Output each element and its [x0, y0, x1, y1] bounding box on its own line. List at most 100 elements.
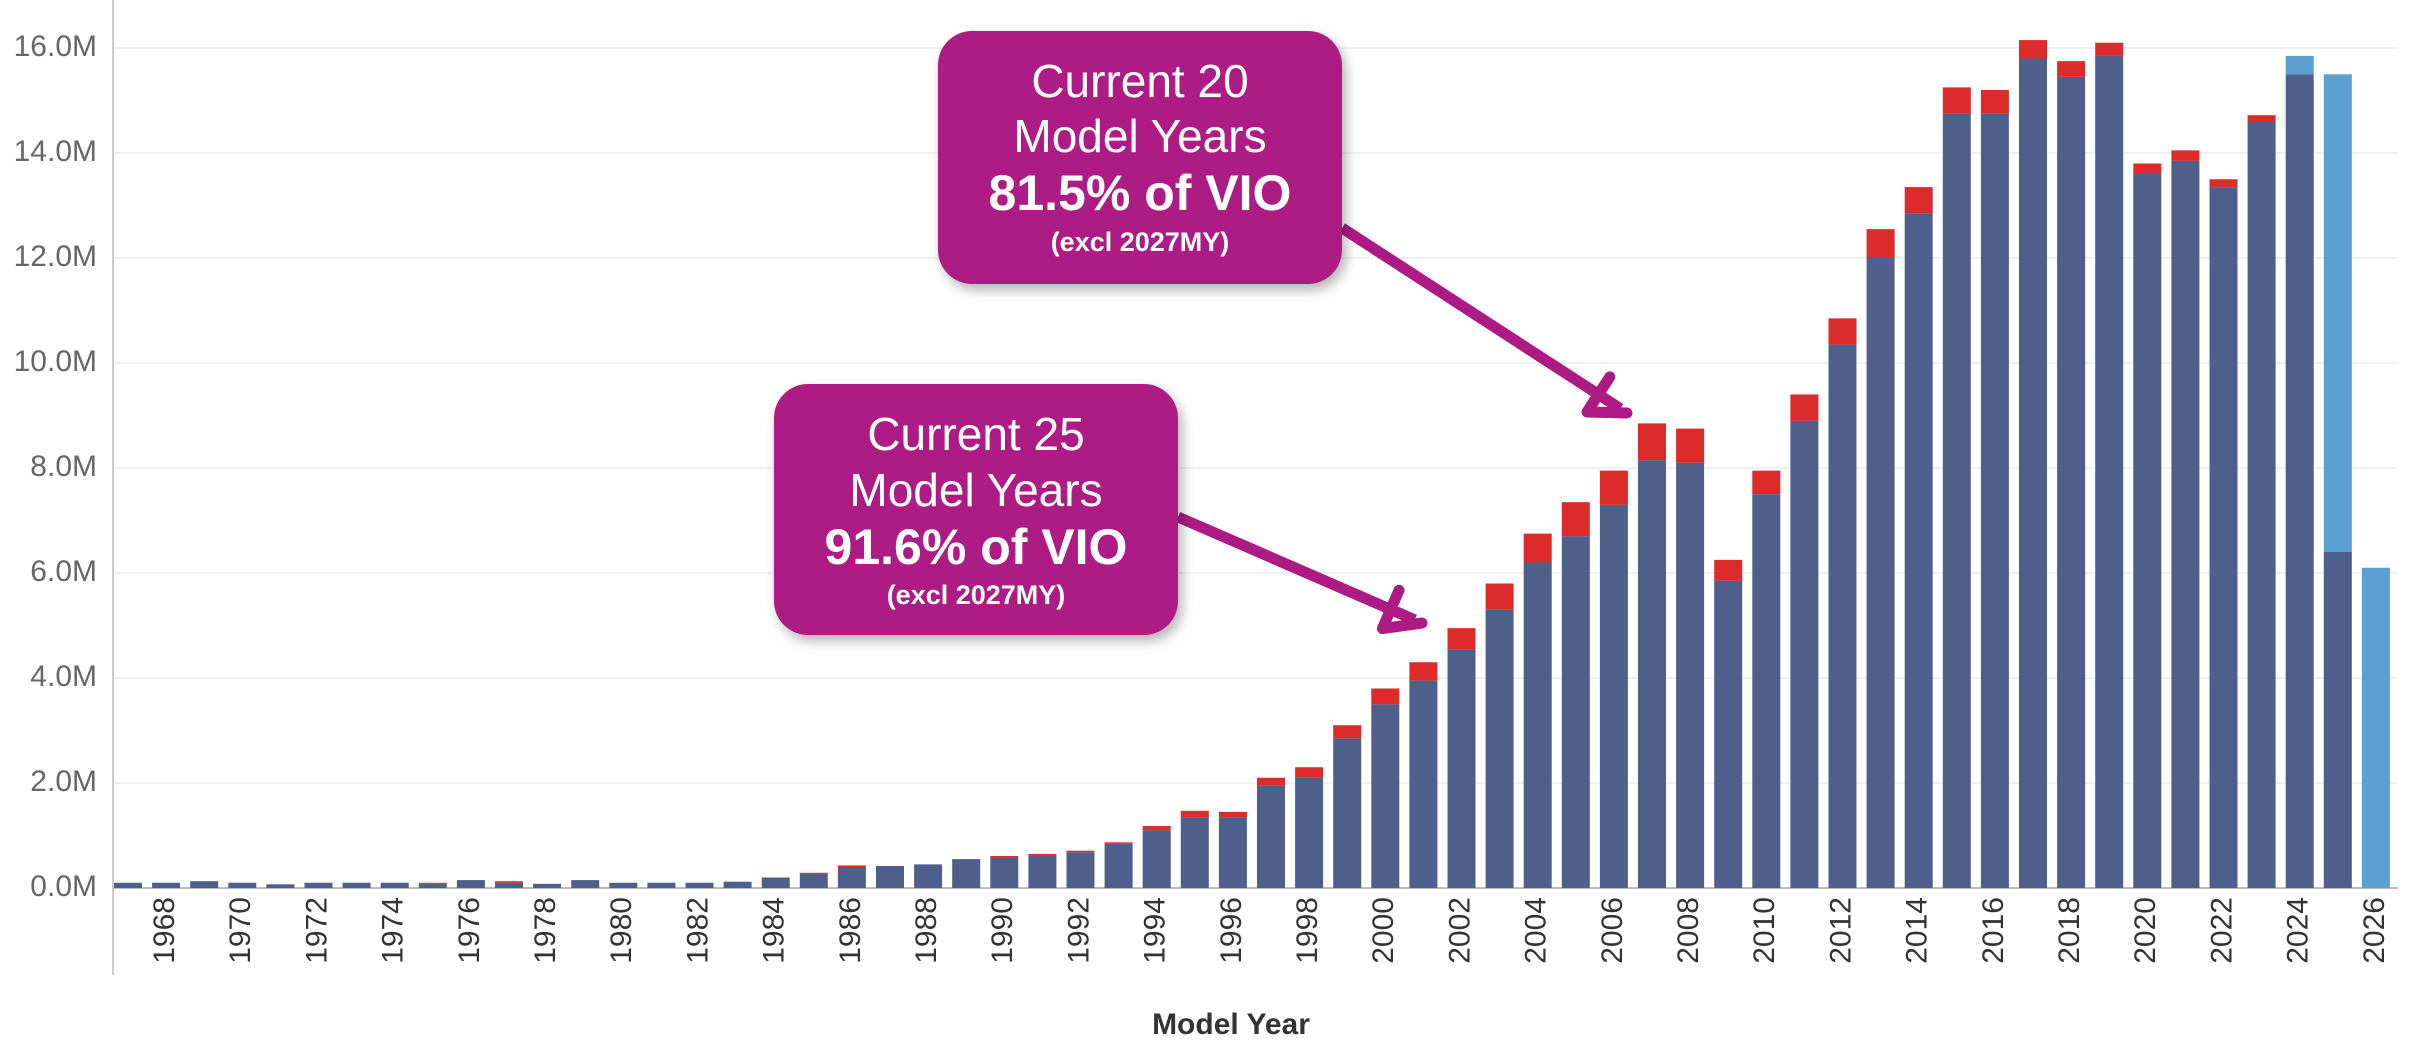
bar-segment: [1676, 462, 1705, 888]
bar-segment: [1257, 777, 1285, 786]
bar-segment: [2057, 61, 2086, 77]
callout-box: [774, 384, 1178, 635]
x-tick-label: 1998: [1291, 897, 1324, 964]
x-tick-label: 1980: [605, 897, 638, 964]
bar-segment: [1333, 725, 1362, 739]
bar-segment: [2057, 76, 2086, 888]
bar-segment: [304, 882, 333, 888]
bar-segment: [1218, 817, 1247, 888]
bar-segment: [2019, 40, 2047, 59]
bar-segment: [876, 865, 904, 888]
bar-segment: [1409, 680, 1438, 888]
callout-arrow: [1339, 223, 1624, 414]
bar-segment: [1485, 609, 1514, 888]
bar-segment: [1828, 344, 1857, 888]
x-tick-label: 1984: [758, 897, 791, 964]
bar-segment: [1904, 187, 1933, 214]
bar-segment: [2247, 115, 2276, 122]
bar-segment: [1866, 258, 1895, 888]
x-tick-label: 2010: [1748, 897, 1781, 964]
bar-segment: [2285, 55, 2314, 75]
bar-segment: [2247, 121, 2276, 888]
x-tick-label: 2000: [1367, 897, 1400, 964]
bar-segment: [1790, 420, 1819, 888]
bar-segment: [1714, 559, 1743, 581]
bar-segment: [1180, 810, 1209, 818]
bar-segment: [1752, 470, 1781, 495]
y-tick-label: 14.0M: [14, 135, 97, 168]
y-tick-label: 8.0M: [30, 450, 97, 483]
bar-segment: [1599, 504, 1628, 888]
bar-segment: [1028, 853, 1057, 856]
bar-segment: [647, 882, 676, 888]
bar-segment: [2095, 55, 2124, 888]
bar-segment: [2285, 74, 2314, 888]
bar-segment: [1485, 583, 1514, 610]
x-tick-label: 1986: [834, 897, 867, 964]
callout-text: Current 20: [1031, 55, 1248, 107]
bar-segment: [1066, 850, 1095, 853]
callout-arrow: [1175, 511, 1417, 625]
bar-segment: [1295, 777, 1324, 888]
bar-segment: [2323, 74, 2352, 552]
x-tick-label: 2020: [2129, 897, 2162, 964]
bar-segment: [190, 881, 219, 888]
bar-segment: [418, 883, 447, 888]
bar-segment: [723, 881, 752, 888]
bar-segment: [1066, 852, 1095, 888]
x-tick-label: 2016: [1977, 897, 2010, 964]
y-tick-label: 4.0M: [30, 660, 97, 693]
bar-segment: [2133, 174, 2162, 888]
bar-segment: [1523, 533, 1552, 563]
bar-segment: [1904, 213, 1933, 888]
bar-segment: [837, 867, 866, 888]
bar-segment: [1714, 580, 1743, 888]
bar-segment: [685, 882, 714, 888]
bar-segment: [1523, 562, 1552, 888]
bar-segment: [2095, 42, 2124, 56]
bar-segment: [2323, 552, 2352, 888]
callout-arrow-head: [1581, 371, 1633, 419]
x-tick-label: 1976: [453, 897, 486, 964]
callout-text: Model Years: [1013, 110, 1266, 162]
bar-segment: [1142, 826, 1171, 831]
bar-segment: [1142, 830, 1171, 888]
bar-segment: [1295, 767, 1324, 778]
y-tick-label: 16.0M: [14, 30, 97, 63]
bar-segment: [1638, 460, 1666, 888]
bar-segment: [1752, 494, 1781, 888]
bar-segment: [1980, 90, 2009, 114]
bar-segment: [1828, 318, 1857, 345]
bar-segment: [1790, 394, 1819, 421]
bar-segment: [2133, 163, 2162, 174]
bar-segment: [2171, 160, 2200, 888]
bar-segment: [152, 882, 181, 888]
bar-segment: [914, 864, 943, 888]
bar-segment: [799, 872, 828, 874]
x-tick-label: 1968: [148, 897, 181, 964]
callout-text: Current 25: [867, 408, 1084, 460]
bar-segment: [1447, 649, 1476, 888]
bar-segment: [1371, 704, 1400, 888]
bar-segment: [1409, 662, 1438, 681]
bar-segment: [1638, 423, 1666, 461]
callout-text: 81.5% of VIO: [989, 165, 1292, 221]
x-tick-label: 2022: [2205, 897, 2238, 964]
x-tick-label: 2002: [1443, 897, 1476, 964]
bar-segment: [1942, 87, 1971, 114]
bar-segment: [761, 877, 790, 888]
bar-segment: [990, 857, 1019, 888]
x-tick-label: 1996: [1215, 897, 1248, 964]
bar-segment: [1104, 843, 1133, 888]
bar-segment: [2171, 150, 2200, 161]
x-tick-label: 1994: [1139, 897, 1172, 964]
callout-text: (excl 2027MY): [1051, 227, 1230, 257]
bar-segment: [1942, 113, 1971, 888]
bar-segment: [380, 882, 409, 888]
bar-segment: [2209, 179, 2238, 188]
bar-segment: [1257, 785, 1285, 888]
x-tick-label: 2026: [2358, 897, 2391, 964]
x-tick-label: 2018: [2053, 897, 2086, 964]
bar-segment: [1333, 738, 1362, 888]
y-tick-label: 10.0M: [14, 345, 97, 378]
